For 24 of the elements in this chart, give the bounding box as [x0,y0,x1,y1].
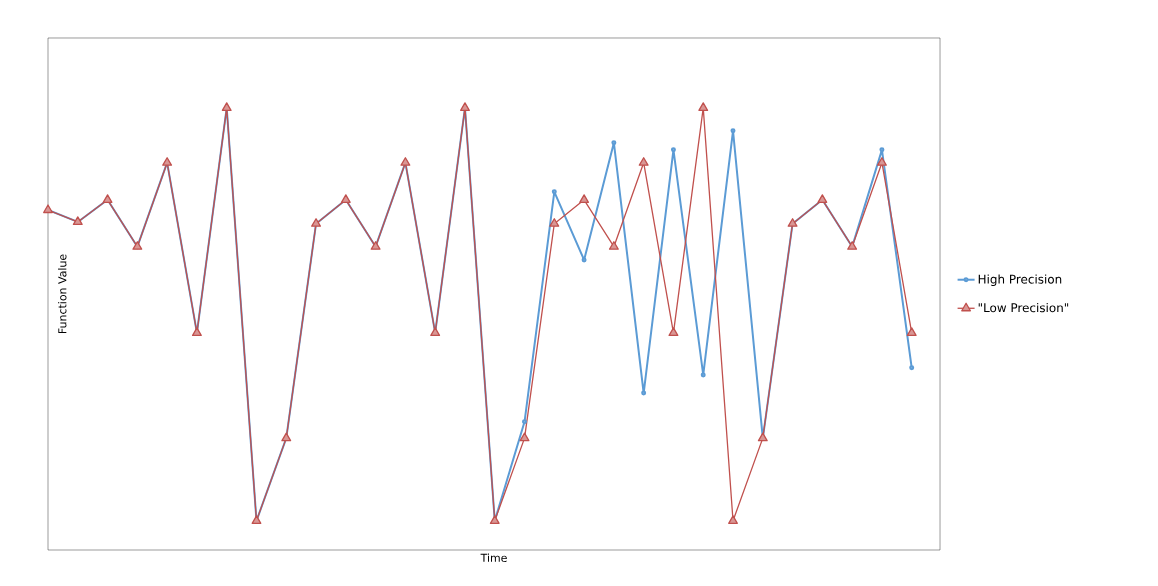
x-axis-title: Time [480,553,507,562]
legend-label: "Low Precision" [978,302,1069,313]
point [551,189,557,195]
point [876,157,887,166]
point [906,327,917,337]
point [668,327,679,337]
point [670,147,676,153]
point [641,390,647,396]
point [728,515,738,524]
point [909,365,915,371]
point [519,432,530,442]
point [698,102,709,111]
point [611,140,617,146]
point [579,194,590,203]
y-axis-title: Function Value [58,254,67,334]
point [700,372,706,378]
point [638,157,649,166]
point [581,257,587,263]
legend-label: High Precision [978,274,1062,286]
point [549,218,560,227]
point [879,147,885,153]
point [730,128,736,134]
point [522,419,528,425]
point [608,241,619,250]
